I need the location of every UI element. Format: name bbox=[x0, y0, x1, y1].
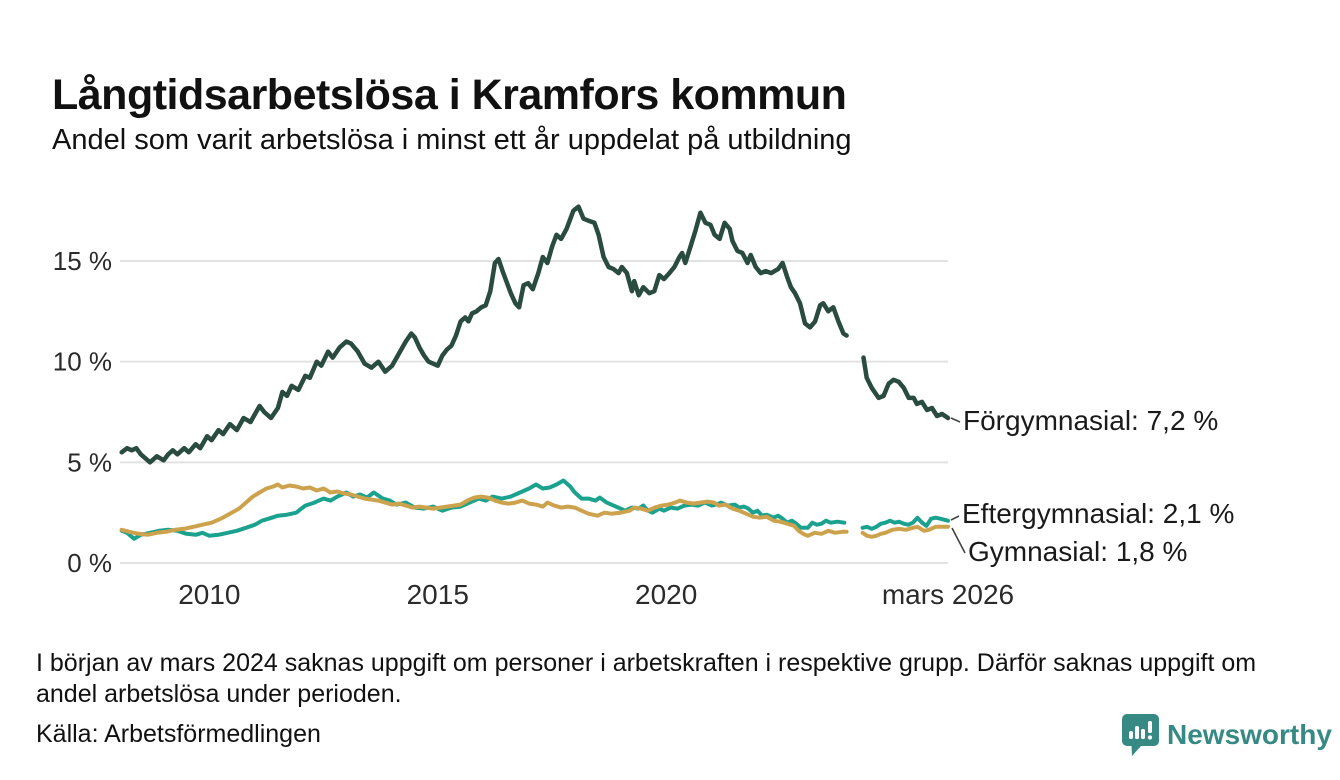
source-text: Källa: Arbetsförmedlingen bbox=[36, 720, 321, 748]
page-title: Långtidsarbetslösa i Kramfors kommun bbox=[52, 70, 847, 119]
series-line-förgymnasial-seg1 bbox=[861, 355, 951, 421]
x-tick-label: mars 2026 bbox=[882, 579, 1014, 610]
chart-subtitle: Andel som varit arbetslösa i minst ett å… bbox=[52, 124, 852, 156]
newsworthy-wordmark: Newsworthy bbox=[1167, 719, 1332, 750]
series-line-eftergymnasial-seg0 bbox=[119, 478, 847, 541]
y-tick-label: 15 % bbox=[53, 246, 112, 276]
line-chart: 0 % 5 % 10 % 15 % 2010 2015 2020 mars 2026 Förgy… bbox=[53, 204, 1234, 610]
label-connector-gymnasial bbox=[951, 527, 966, 554]
series-line-eftergymnasial-seg1 bbox=[860, 515, 950, 531]
newsworthy-logo: Newsworthy bbox=[1122, 714, 1332, 756]
label-connector-eftergymnasial bbox=[950, 515, 960, 521]
newsworthy-pin-barchart-icon bbox=[1122, 714, 1159, 756]
x-tick-label: 2015 bbox=[407, 579, 469, 610]
y-tick-label: 5 % bbox=[67, 447, 112, 477]
series-end-label-eftergymnasial: Eftergymnasial: 2,1 % bbox=[962, 498, 1234, 529]
series-line-gymnasial-seg1 bbox=[860, 524, 950, 539]
x-tick-label: 2010 bbox=[178, 579, 240, 610]
chart-footnote: I början av mars 2024 saknas uppgift om … bbox=[36, 649, 1257, 708]
y-tick-label: 10 % bbox=[53, 347, 112, 377]
x-tick-label: 2020 bbox=[635, 579, 697, 610]
y-tick-label: 0 % bbox=[67, 548, 112, 578]
series-line-gymnasial-seg0 bbox=[119, 482, 849, 538]
label-connector-förgymnasial bbox=[950, 417, 961, 423]
series-end-label-förgymnasial: Förgymnasial: 7,2 % bbox=[963, 405, 1218, 436]
series-end-label-gymnasial: Gymnasial: 1,8 % bbox=[968, 536, 1187, 567]
series-line-förgymnasial-seg0 bbox=[119, 204, 849, 465]
